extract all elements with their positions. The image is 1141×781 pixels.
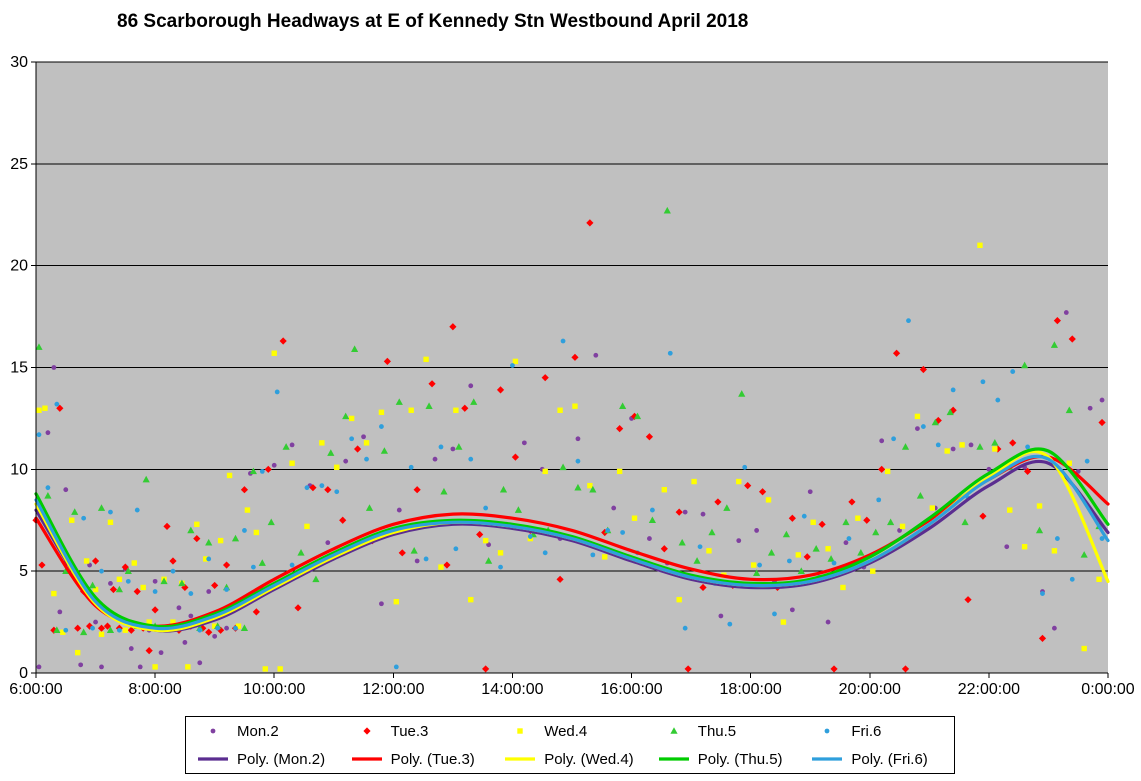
series-wed-4 xyxy=(36,242,1102,672)
y-axis-label: 30 xyxy=(10,54,28,71)
series-fri-6 xyxy=(36,318,1105,670)
legend-label: Poly. (Fri.6) xyxy=(851,750,928,768)
x-axis: 6:00:00 8:00:00 10:00:00 12:00:00 14:00:00 16… xyxy=(9,673,1135,698)
legend-label: Poly. (Tue.3) xyxy=(390,750,475,768)
x-axis-label: 14:00:00 xyxy=(481,681,543,698)
y-axis-label: 0 xyxy=(19,665,28,682)
dot-marker-icon xyxy=(210,728,216,734)
legend-label: Fri.6 xyxy=(851,722,882,740)
legend-label: Poly. (Thu.5) xyxy=(697,750,783,768)
y-axis-label: 5 xyxy=(19,563,28,580)
trendline-poly-thu-5 xyxy=(34,447,1110,629)
legend-item-mon-2: Mon.2 xyxy=(186,723,340,740)
legend-label: Wed.4 xyxy=(544,722,588,740)
square-marker-icon xyxy=(517,728,523,734)
legend-item-tue-3: Tue.3 xyxy=(340,723,494,740)
x-axis-label: 10:00:00 xyxy=(243,681,305,698)
x-axis-label: 16:00:00 xyxy=(600,681,662,698)
trendline-swatch-icon xyxy=(658,757,689,761)
trendline-poly-tue-3 xyxy=(34,454,1110,628)
legend-item-poly-fri-6: Poly. (Fri.6) xyxy=(800,751,954,768)
chart-title: 86 Scarborough Headways at E of Kennedy … xyxy=(117,11,749,32)
x-axis-label: 22:00:00 xyxy=(958,681,1020,698)
y-axis-label: 20 xyxy=(10,258,28,275)
series-tue-3 xyxy=(32,219,1106,673)
x-axis-label: 18:00:00 xyxy=(720,681,782,698)
x-axis-label: 12:00:00 xyxy=(362,681,424,698)
x-axis-label: 0:00:00 xyxy=(1081,681,1134,698)
diamond-marker-icon xyxy=(362,727,371,735)
trendline-poly-mon-2 xyxy=(34,459,1110,633)
legend-label: Poly. (Wed.4) xyxy=(544,750,634,768)
legend-item-wed-4: Wed.4 xyxy=(493,723,647,740)
legend-item-poly-wed-4: Poly. (Wed.4) xyxy=(493,751,647,768)
legend-item-poly-thu-5: Poly. (Thu.5) xyxy=(647,751,801,768)
trendline-swatch-icon xyxy=(812,757,843,761)
y-axis-label: 25 xyxy=(10,156,28,173)
trendline-poly-fri-6 xyxy=(34,454,1110,631)
y-axis-label: 10 xyxy=(10,461,28,478)
chart-legend: Mon.2 Tue.3 Wed.4 Thu.5 Fri.6 Poly. (Mon.2) Po… xyxy=(185,716,955,774)
x-axis-label: 8:00:00 xyxy=(128,681,181,698)
legend-label: Tue.3 xyxy=(390,722,429,740)
legend-item-poly-mon-2: Poly. (Mon.2) xyxy=(186,751,340,768)
trendline-swatch-icon xyxy=(505,757,536,761)
triangle-marker-icon xyxy=(670,727,678,734)
legend-label: Poly. (Mon.2) xyxy=(237,750,326,768)
x-axis-label: 20:00:00 xyxy=(839,681,901,698)
trendline-swatch-icon xyxy=(351,757,382,761)
y-axis-label: 15 xyxy=(10,360,28,377)
chart-plot-svg: 0 5 10 15 20 25 30 6:00:00 8:00:00 10:00:00 12:00:… xyxy=(9,54,1135,698)
legend-item-poly-tue-3: Poly. (Tue.3) xyxy=(340,751,494,768)
legend-item-thu-5: Thu.5 xyxy=(647,723,801,740)
legend-label: Mon.2 xyxy=(237,722,279,740)
legend-label: Thu.5 xyxy=(697,722,737,740)
trendline-swatch-icon xyxy=(198,757,228,761)
legend-item-fri-6: Fri.6 xyxy=(800,723,954,740)
x-axis-label: 6:00:00 xyxy=(9,681,62,698)
circle-marker-icon xyxy=(824,728,830,734)
